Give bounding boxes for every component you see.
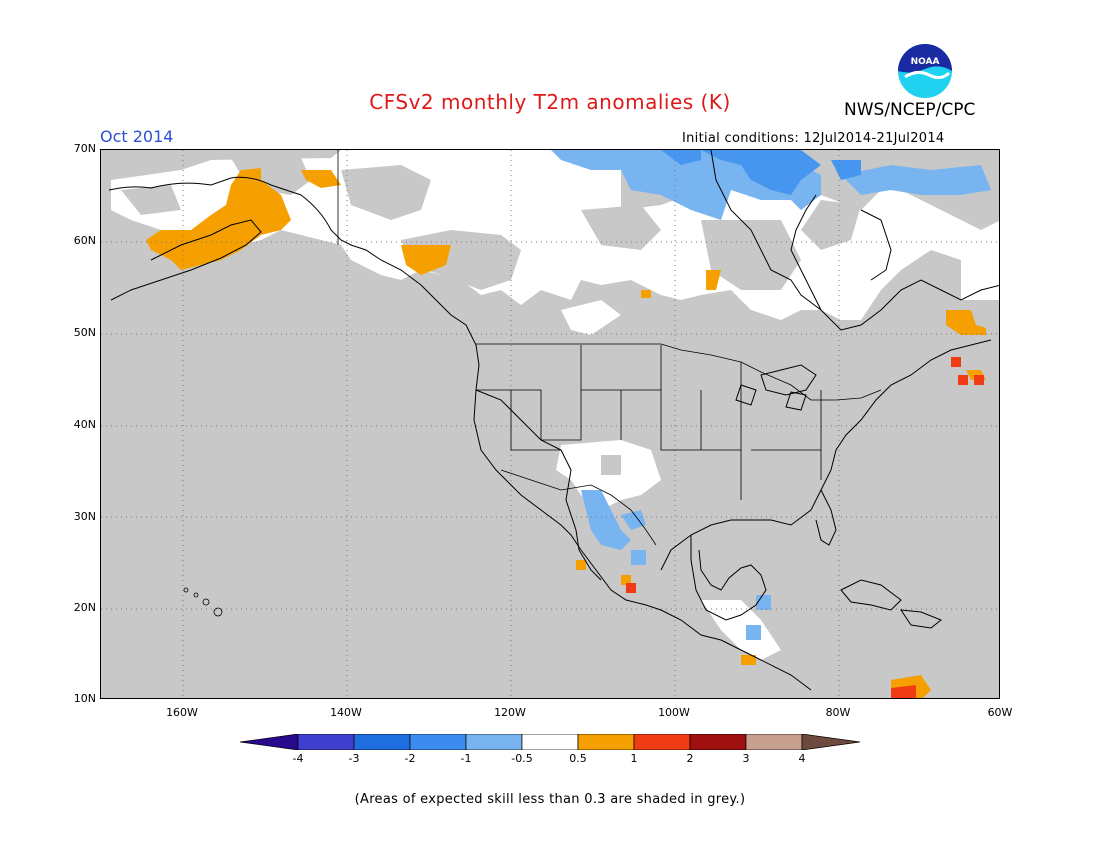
lon-label-80w: 80W <box>825 706 851 719</box>
lon-label-160w: 160W <box>166 706 198 719</box>
colorbar-seg-1-2 <box>633 734 691 750</box>
political-boundaries <box>337 150 882 546</box>
colorbar-seg-4-3 <box>297 734 355 750</box>
map-canvas <box>101 150 999 698</box>
anomaly-map <box>100 149 1000 699</box>
colorbar-label: -4 <box>292 752 304 765</box>
lon-label-60w: 60W <box>987 706 1013 719</box>
lat-label-40n: 40N <box>73 418 96 431</box>
skill-footnote: (Areas of expected skill less than 0.3 a… <box>354 792 746 807</box>
colorbar-label: 0.5 <box>569 752 587 765</box>
noaa-logo-text: NOAA <box>911 57 940 67</box>
lon-label-120w: 120W <box>494 706 526 719</box>
agency-label: NWS/NCEP/CPC <box>844 100 976 120</box>
forecast-month: Oct 2014 <box>100 127 174 146</box>
lat-label-60n: 60N <box>73 234 96 247</box>
colorbar-label: -1 <box>460 752 472 765</box>
hawaii-islands <box>183 587 223 617</box>
colorbar-label: -3 <box>348 752 360 765</box>
colorbar <box>240 734 860 750</box>
colorbar-seg-05-1 <box>577 734 635 750</box>
colorbar-seg-2-3 <box>689 734 747 750</box>
initial-conditions: Initial conditions: 12Jul2014-21Jul2014 <box>682 131 945 146</box>
lon-label-140w: 140W <box>330 706 362 719</box>
colorbar-label: 1 <box>630 752 638 765</box>
noaa-logo: NOAA <box>898 44 952 98</box>
lat-label-10n: 10N <box>73 692 96 705</box>
lat-label-20n: 20N <box>73 601 96 614</box>
colorbar-seg-2-1 <box>409 734 467 750</box>
colorbar-label: 2 <box>686 752 694 765</box>
colorbar-label: 3 <box>742 752 750 765</box>
colorbar-seg-lt-4 <box>240 734 299 750</box>
lat-label-70n: 70N <box>73 142 96 155</box>
lat-label-50n: 50N <box>73 326 96 339</box>
colorbar-label: -2 <box>404 752 416 765</box>
map-title: CFSv2 monthly T2m anomalies (K) <box>369 90 731 114</box>
lon-label-100w: 100W <box>658 706 690 719</box>
warm-moderate-regions <box>626 357 984 698</box>
lat-label-30n: 30N <box>73 510 96 523</box>
colorbar-label: 4 <box>798 752 806 765</box>
colorbar-seg-1-05 <box>465 734 523 750</box>
colorbar-seg-3-2 <box>353 734 411 750</box>
colorbar-seg-05-05 <box>521 734 579 750</box>
colorbar-seg-3-4 <box>745 734 803 750</box>
colorbar-seg-gt-4 <box>801 734 860 750</box>
colorbar-label: -0.5 <box>511 752 533 765</box>
coastlines <box>108 150 999 691</box>
